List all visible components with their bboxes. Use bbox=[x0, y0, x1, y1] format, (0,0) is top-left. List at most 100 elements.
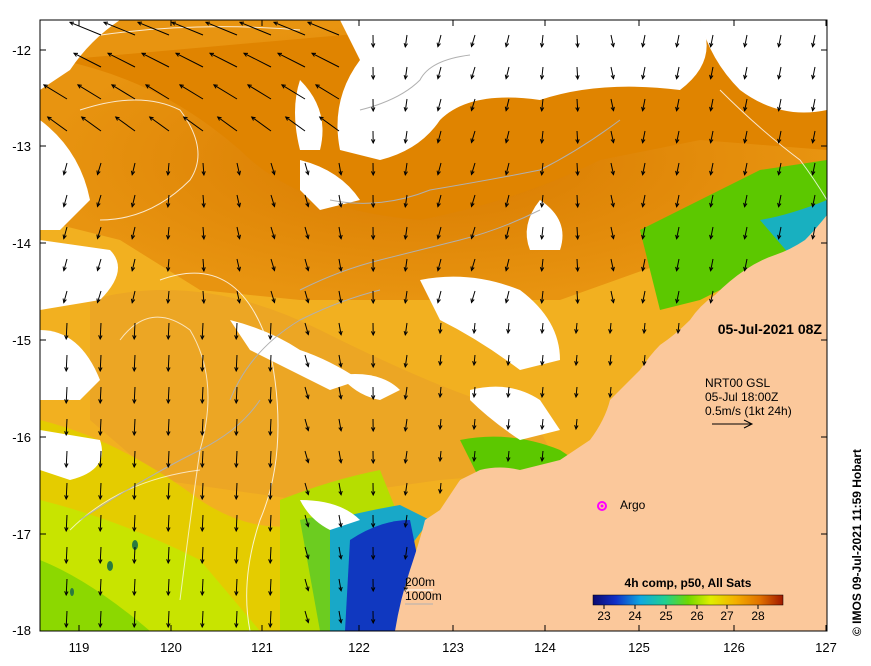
current-arrow-head bbox=[811, 202, 816, 208]
current-arrow bbox=[315, 84, 340, 100]
current-arrow bbox=[338, 322, 342, 335]
current-arrow-head bbox=[114, 116, 120, 121]
current-arrow bbox=[404, 258, 408, 271]
current-arrow-head bbox=[777, 202, 782, 208]
current-arrow bbox=[99, 514, 102, 532]
current-arrow bbox=[201, 610, 204, 628]
current-arrow bbox=[439, 450, 442, 462]
current-arrow bbox=[217, 116, 238, 132]
current-arrow bbox=[505, 34, 510, 47]
current-arrow bbox=[304, 610, 309, 623]
current-arrow bbox=[710, 66, 714, 79]
current-arrow bbox=[642, 66, 646, 79]
current-arrow-head bbox=[271, 170, 276, 176]
current-arrow-head bbox=[777, 138, 782, 144]
current-arrow-head bbox=[132, 399, 137, 405]
current-arrow-head bbox=[540, 329, 545, 335]
current-arrow-head bbox=[539, 75, 545, 81]
current-arrow-head bbox=[204, 21, 211, 26]
current-arrow bbox=[744, 34, 748, 47]
current-arrow-head bbox=[234, 559, 239, 565]
current-arrow-head bbox=[370, 299, 376, 305]
current-arrow bbox=[610, 258, 614, 271]
current-arrow bbox=[304, 578, 309, 591]
current-scale: 0.5m/s (1kt 24h) bbox=[705, 404, 792, 418]
colorbar-title: 4h comp, p50, All Sats bbox=[625, 576, 752, 590]
current-arrow bbox=[131, 226, 136, 239]
current-arrow bbox=[269, 546, 272, 564]
current-arrow bbox=[65, 578, 68, 596]
current-arrow-head bbox=[641, 202, 646, 208]
current-arrow-head bbox=[130, 266, 136, 272]
current-arrow-head bbox=[539, 267, 545, 273]
current-arrow-head bbox=[403, 234, 408, 241]
current-arrow-head bbox=[98, 463, 103, 469]
current-arrow-head bbox=[236, 202, 241, 208]
current-arrow-head bbox=[436, 298, 441, 304]
current-arrow bbox=[269, 514, 272, 532]
current-arrow bbox=[338, 386, 342, 399]
current-arrow-head bbox=[403, 170, 408, 177]
current-arrow-head bbox=[305, 330, 310, 336]
current-arrow-head bbox=[212, 84, 218, 89]
current-arrow-head bbox=[811, 106, 816, 112]
current-arrow-head bbox=[338, 170, 343, 176]
current-arrow bbox=[63, 194, 68, 207]
current-arrow bbox=[179, 84, 204, 100]
current-arrow bbox=[236, 194, 241, 207]
current-arrow-head bbox=[370, 491, 376, 497]
current-arrow bbox=[471, 290, 476, 303]
current-arrow bbox=[676, 290, 680, 303]
current-arrow-head bbox=[200, 335, 205, 341]
current-arrow bbox=[676, 130, 680, 143]
current-arrow bbox=[439, 354, 442, 366]
current-arrow bbox=[133, 418, 136, 436]
current-arrow bbox=[541, 34, 544, 47]
lon-tick-label: 120 bbox=[160, 640, 182, 655]
lon-tick-label: 122 bbox=[348, 640, 370, 655]
current-arrow bbox=[744, 226, 748, 239]
current-arrow bbox=[437, 194, 442, 207]
current-arrow bbox=[812, 194, 816, 207]
current-arrow bbox=[111, 84, 136, 100]
current-arrow bbox=[338, 418, 342, 431]
current-arrow-head bbox=[675, 42, 680, 48]
current-arrow bbox=[541, 162, 544, 175]
current-arrow-head bbox=[216, 116, 222, 121]
current-arrow-head bbox=[472, 361, 477, 367]
current-arrow bbox=[65, 482, 68, 500]
current-arrow-head bbox=[777, 234, 782, 240]
current-arrow bbox=[471, 194, 476, 207]
current-arrow-head bbox=[743, 106, 748, 112]
current-arrow bbox=[304, 354, 309, 367]
current-arrow bbox=[269, 418, 272, 436]
current-arrow-head bbox=[575, 43, 580, 49]
current-arrow bbox=[65, 514, 68, 532]
current-arrow-head bbox=[675, 74, 680, 80]
current-arrow-head bbox=[338, 522, 343, 528]
current-arrow-head bbox=[166, 623, 171, 629]
current-arrow-head bbox=[305, 586, 310, 592]
current-arrow-head bbox=[370, 235, 376, 241]
colorbar-ramp bbox=[592, 594, 784, 606]
current-arrow-head bbox=[178, 84, 184, 89]
current-arrow bbox=[744, 130, 748, 143]
current-arrow bbox=[541, 226, 544, 239]
current-arrow-head bbox=[777, 42, 782, 48]
current-arrow bbox=[209, 52, 238, 68]
current-arrow-head bbox=[208, 52, 215, 57]
scale-arrow-head-icon bbox=[743, 419, 754, 429]
current-arrow-head bbox=[166, 399, 171, 405]
current-arrow-head bbox=[338, 202, 343, 208]
current-arrow bbox=[812, 98, 816, 111]
current-arrow-head bbox=[504, 266, 510, 272]
current-arrow-head bbox=[200, 559, 205, 565]
current-arrow bbox=[202, 226, 205, 240]
current-arrow-head bbox=[76, 84, 82, 89]
current-arrow-head bbox=[540, 361, 545, 367]
current-arrow-head bbox=[403, 522, 408, 529]
current-arrow-head bbox=[338, 234, 343, 240]
current-arrow-head bbox=[777, 106, 782, 112]
current-arrow-head bbox=[234, 495, 239, 501]
lon-tick-label: 125 bbox=[628, 640, 650, 655]
